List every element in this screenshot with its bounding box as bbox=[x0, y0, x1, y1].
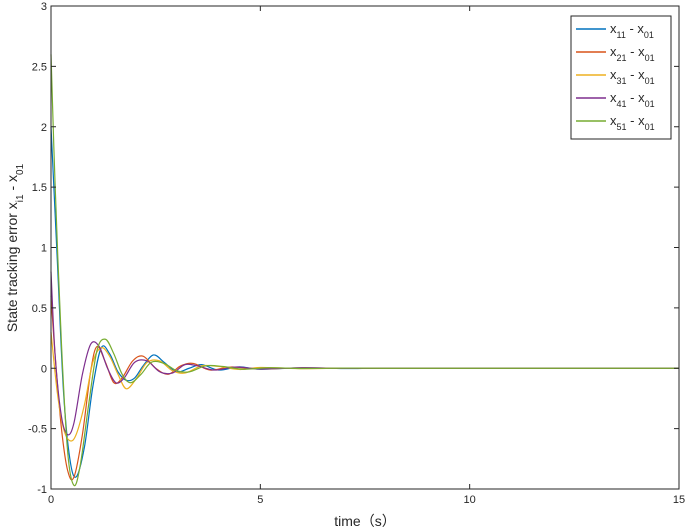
legend-label-1: x11 - x01 bbox=[610, 21, 654, 40]
legend-label-4: x41 - x01 bbox=[610, 90, 655, 109]
x-tick-label: 15 bbox=[673, 494, 685, 506]
legend-label-3: x31 - x01 bbox=[610, 67, 655, 86]
x-tick-label: 0 bbox=[48, 494, 54, 506]
y-tick-label: -0.5 bbox=[28, 424, 47, 436]
y-tick-label: -1 bbox=[37, 484, 47, 496]
y-tick-label: 2.5 bbox=[32, 61, 47, 73]
x-tick-label: 10 bbox=[464, 494, 476, 506]
x-tick-label: 5 bbox=[257, 494, 263, 506]
legend: x11 - x01 x21 - x01 x31 - x01 x41 - x01 x51 … bbox=[570, 15, 672, 140]
y-axis-label-sub1: i1 bbox=[15, 194, 26, 202]
y-axis-label-main: State tracking error x bbox=[4, 202, 20, 332]
y-axis-label-mid: - x bbox=[4, 175, 20, 194]
y-axis-label: State tracking error xi1 - x01 bbox=[4, 163, 26, 332]
legend-label-2: x21 - x01 bbox=[610, 44, 655, 63]
y-tick-label: 3 bbox=[41, 1, 47, 13]
x-axis-ticks: 0 5 10 15 bbox=[48, 6, 685, 506]
y-tick-label: 1 bbox=[41, 243, 47, 255]
x-axis-label: time（s） bbox=[334, 513, 395, 529]
y-axis-ticks: -1 -0.5 0 0.5 1 1.5 2 2.5 3 bbox=[28, 1, 679, 496]
series-line-5 bbox=[50, 54, 679, 487]
legend-box bbox=[570, 15, 672, 140]
y-axis-label-sub2: 01 bbox=[15, 163, 26, 175]
series-layer bbox=[50, 54, 679, 487]
legend-label-5: x51 - x01 bbox=[610, 113, 655, 132]
y-tick-label: 0.5 bbox=[32, 303, 47, 315]
y-tick-label: 2 bbox=[41, 122, 47, 134]
y-tick-label: 0 bbox=[41, 363, 47, 375]
y-tick-label: 1.5 bbox=[32, 182, 47, 194]
